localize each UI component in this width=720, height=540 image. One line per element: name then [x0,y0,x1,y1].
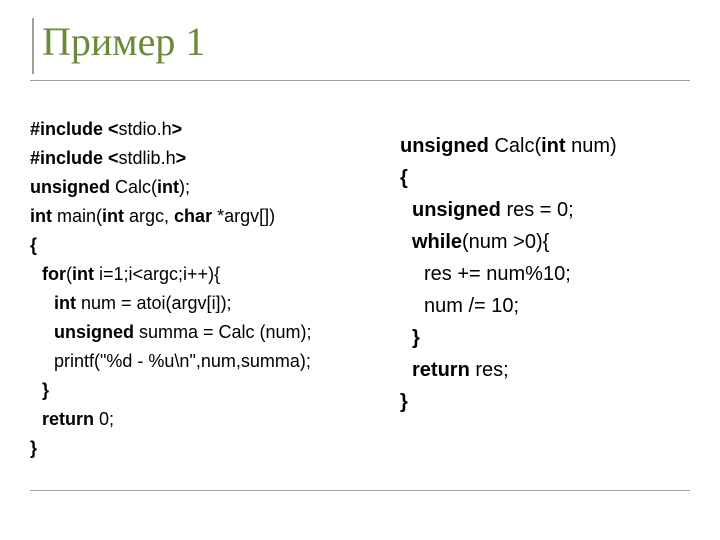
code-token: ); [179,177,190,197]
code-line: return res; [400,354,617,386]
code-line: } [30,376,312,405]
code-line: #include <stdio.h> [30,115,312,144]
code-line: while(num >0){ [400,226,617,258]
code-token: unsigned [30,177,110,197]
code-line: int main(int argc, char *argv[]) [30,202,312,231]
divider-bottom [30,490,690,491]
code-token: } [30,376,49,405]
code-token: int [30,206,52,226]
code-token: > [172,119,183,139]
code-token: stdio.h [119,119,172,139]
code-token: printf("%d - %u\n",num,summa); [30,347,311,376]
code-token: } [30,438,37,458]
code-line: unsigned res = 0; [400,194,617,226]
code-line: #include <stdlib.h> [30,144,312,173]
code-token: unsigned [400,135,489,157]
code-line: for(int i=1;i<argc;i++){ [30,260,312,289]
code-token: Calc( [489,135,541,157]
code-token: int [72,264,94,284]
code-token: num) [566,135,617,157]
code-token: > [176,148,187,168]
code-token: } [400,322,420,354]
code-token: return [400,354,470,386]
code-token: Calc( [110,177,157,197]
code-token: stdlib.h [119,148,176,168]
code-token: num = atoi(argv[i]); [76,293,232,313]
code-token: res; [470,359,509,381]
code-line: num /= 10; [400,290,617,322]
code-token: summa = Calc (num); [134,322,312,342]
code-token: } [400,391,408,413]
code-block-right: unsigned Calc(int num) { unsigned res = 0;… [400,130,617,418]
code-line: { [400,162,617,194]
code-line: unsigned summa = Calc (num); [30,318,312,347]
code-line: printf("%d - %u\n",num,summa); [30,347,312,376]
code-block-left: #include <stdio.h>#include <stdlib.h>uns… [30,115,312,463]
code-token: num /= 10; [400,290,519,322]
title-accent-bar [32,18,34,74]
code-token: { [30,235,37,255]
code-token: 0; [94,409,114,429]
code-token: while [400,226,462,258]
code-line: unsigned Calc(int num) [400,130,617,162]
code-line: int num = atoi(argv[i]); [30,289,312,318]
code-token: int [157,177,179,197]
code-token: (num >0){ [462,231,549,253]
code-token: { [400,167,408,189]
divider-top [30,80,690,81]
code-token: unsigned [400,194,501,226]
code-token: return [30,405,94,434]
code-line: } [30,434,312,463]
code-token: int [541,135,565,157]
code-token: int [102,206,124,226]
code-token: argc, [124,206,174,226]
code-token: #include < [30,148,119,168]
code-token: unsigned [30,318,134,347]
code-line: unsigned Calc(int); [30,173,312,202]
code-line: } [400,386,617,418]
code-token: res += num%10; [400,258,571,290]
slide-title: Пример 1 [42,18,205,65]
code-token: res = 0; [501,199,574,221]
code-token: #include < [30,119,119,139]
code-line: { [30,231,312,260]
code-token: for [30,260,66,289]
code-line: return 0; [30,405,312,434]
code-token: int [30,289,76,318]
code-line: } [400,322,617,354]
code-token: char [174,206,212,226]
code-line: res += num%10; [400,258,617,290]
code-token: main( [52,206,102,226]
code-token: i=1;i<argc;i++){ [94,264,220,284]
code-token: *argv[]) [212,206,275,226]
